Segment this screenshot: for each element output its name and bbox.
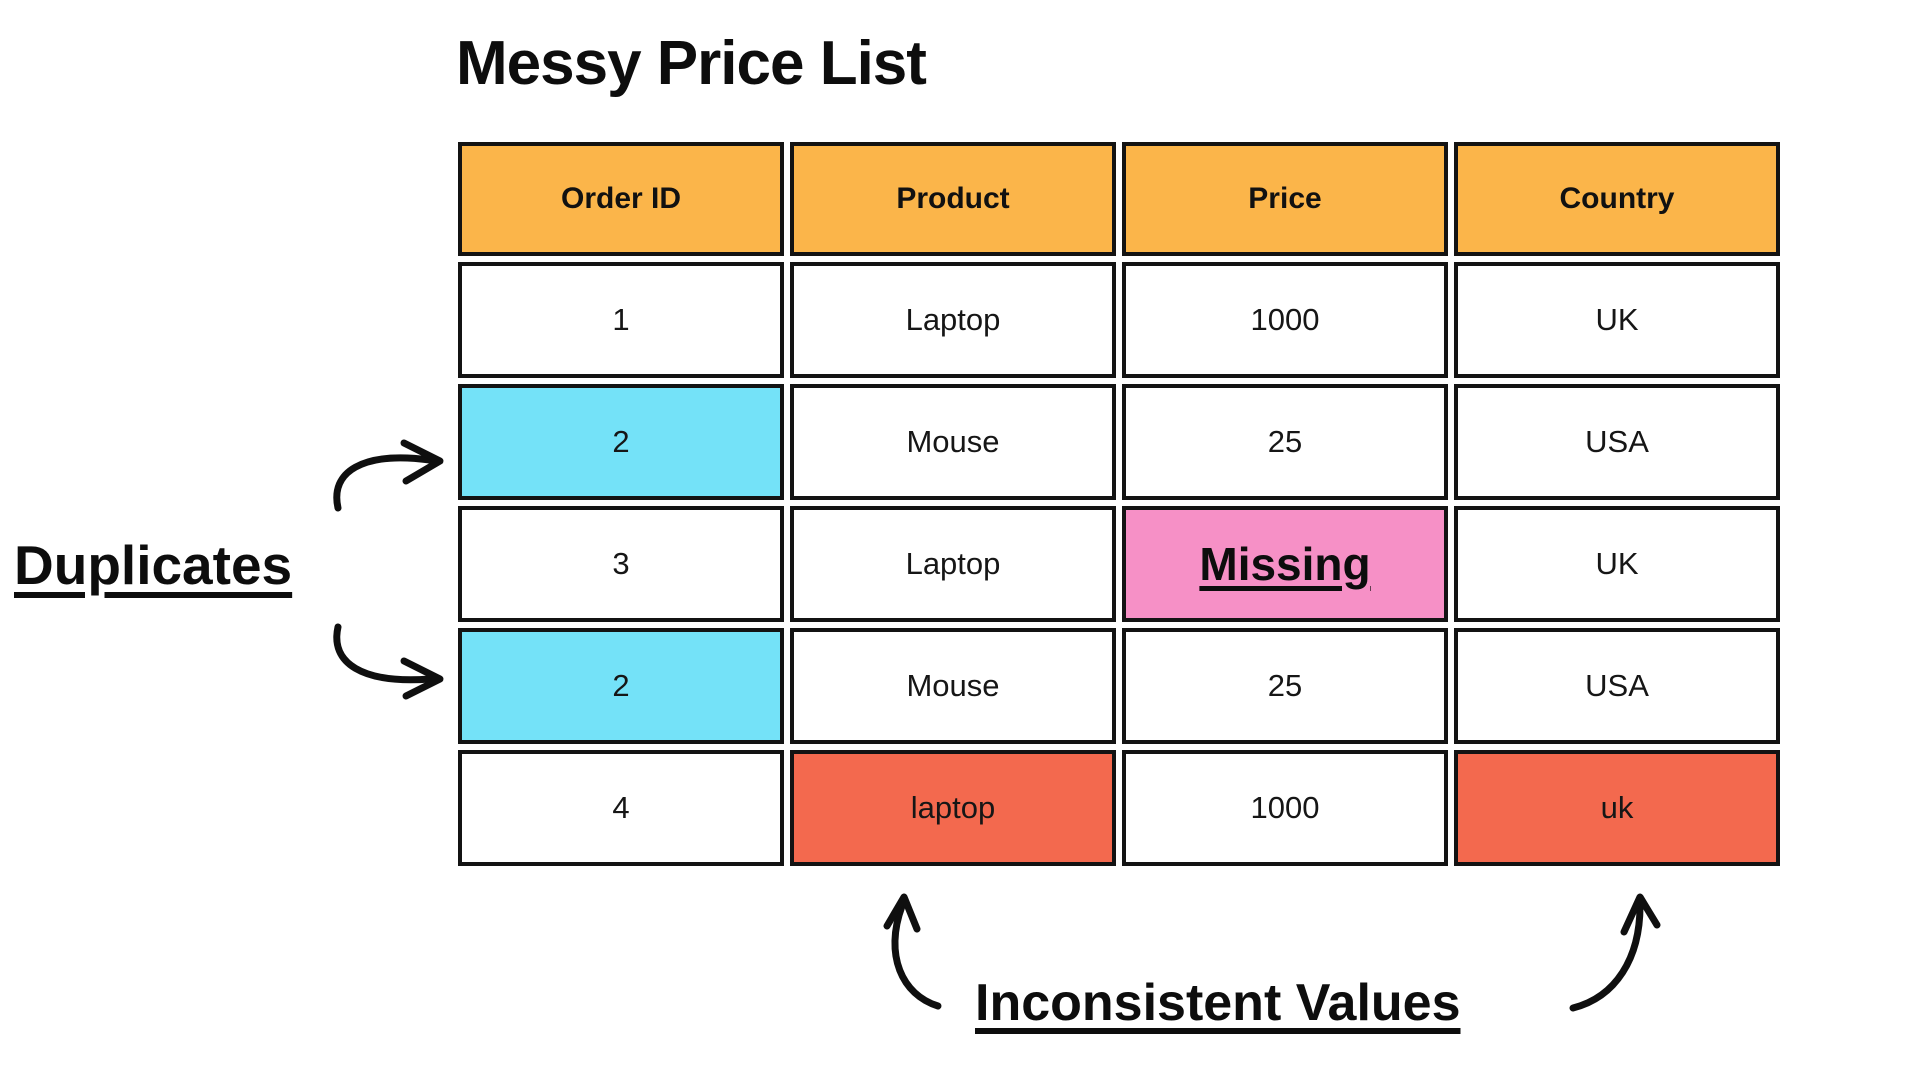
header-cell-country: Country: [1454, 142, 1780, 256]
table-row: 3 Laptop Missing UK: [458, 506, 1780, 622]
duplicates-arrow-lower: [333, 623, 444, 700]
table-header-row: Order ID Product Price Country: [458, 142, 1780, 256]
inconsistent-country-cell: uk: [1454, 750, 1780, 866]
duplicates-arrow-upper: [333, 439, 444, 512]
inconsistent-values-label: Inconsistent Values: [975, 974, 1461, 1032]
table-cell: UK: [1454, 506, 1780, 622]
table-cell: 3: [458, 506, 784, 622]
table-cell: USA: [1454, 628, 1780, 744]
table-cell: Mouse: [790, 628, 1116, 744]
header-cell-product: Product: [790, 142, 1116, 256]
table-cell: Laptop: [790, 506, 1116, 622]
table-row: 2 Mouse 25 USA: [458, 384, 1780, 500]
messy-price-table: Order ID Product Price Country 1 Laptop …: [452, 136, 1786, 872]
table-row: 2 Mouse 25 USA: [458, 628, 1780, 744]
table-cell: 1000: [1122, 750, 1448, 866]
missing-value-text: Missing: [1199, 538, 1371, 590]
table-cell: 1000: [1122, 262, 1448, 378]
table-cell: Mouse: [790, 384, 1116, 500]
table-cell: 25: [1122, 384, 1448, 500]
inconsistent-product-cell: laptop: [790, 750, 1116, 866]
table-cell: 1: [458, 262, 784, 378]
duplicate-cell-1: 2: [458, 384, 784, 500]
duplicates-label: Duplicates: [14, 534, 293, 596]
missing-value-cell: Missing: [1122, 506, 1448, 622]
inconsistent-arrow-left: [883, 893, 942, 1010]
header-cell-price: Price: [1122, 142, 1448, 256]
page-title: Messy Price List: [456, 29, 927, 98]
table-row: 1 Laptop 1000 UK: [458, 262, 1780, 378]
table-cell: UK: [1454, 262, 1780, 378]
table-row: 4 laptop 1000 uk: [458, 750, 1780, 866]
header-cell-order-id: Order ID: [458, 142, 784, 256]
table-cell: USA: [1454, 384, 1780, 500]
inconsistent-arrow-right: [1569, 893, 1661, 1012]
table-cell: 4: [458, 750, 784, 866]
duplicate-cell-2: 2: [458, 628, 784, 744]
table-cell: 25: [1122, 628, 1448, 744]
table-cell: Laptop: [790, 262, 1116, 378]
